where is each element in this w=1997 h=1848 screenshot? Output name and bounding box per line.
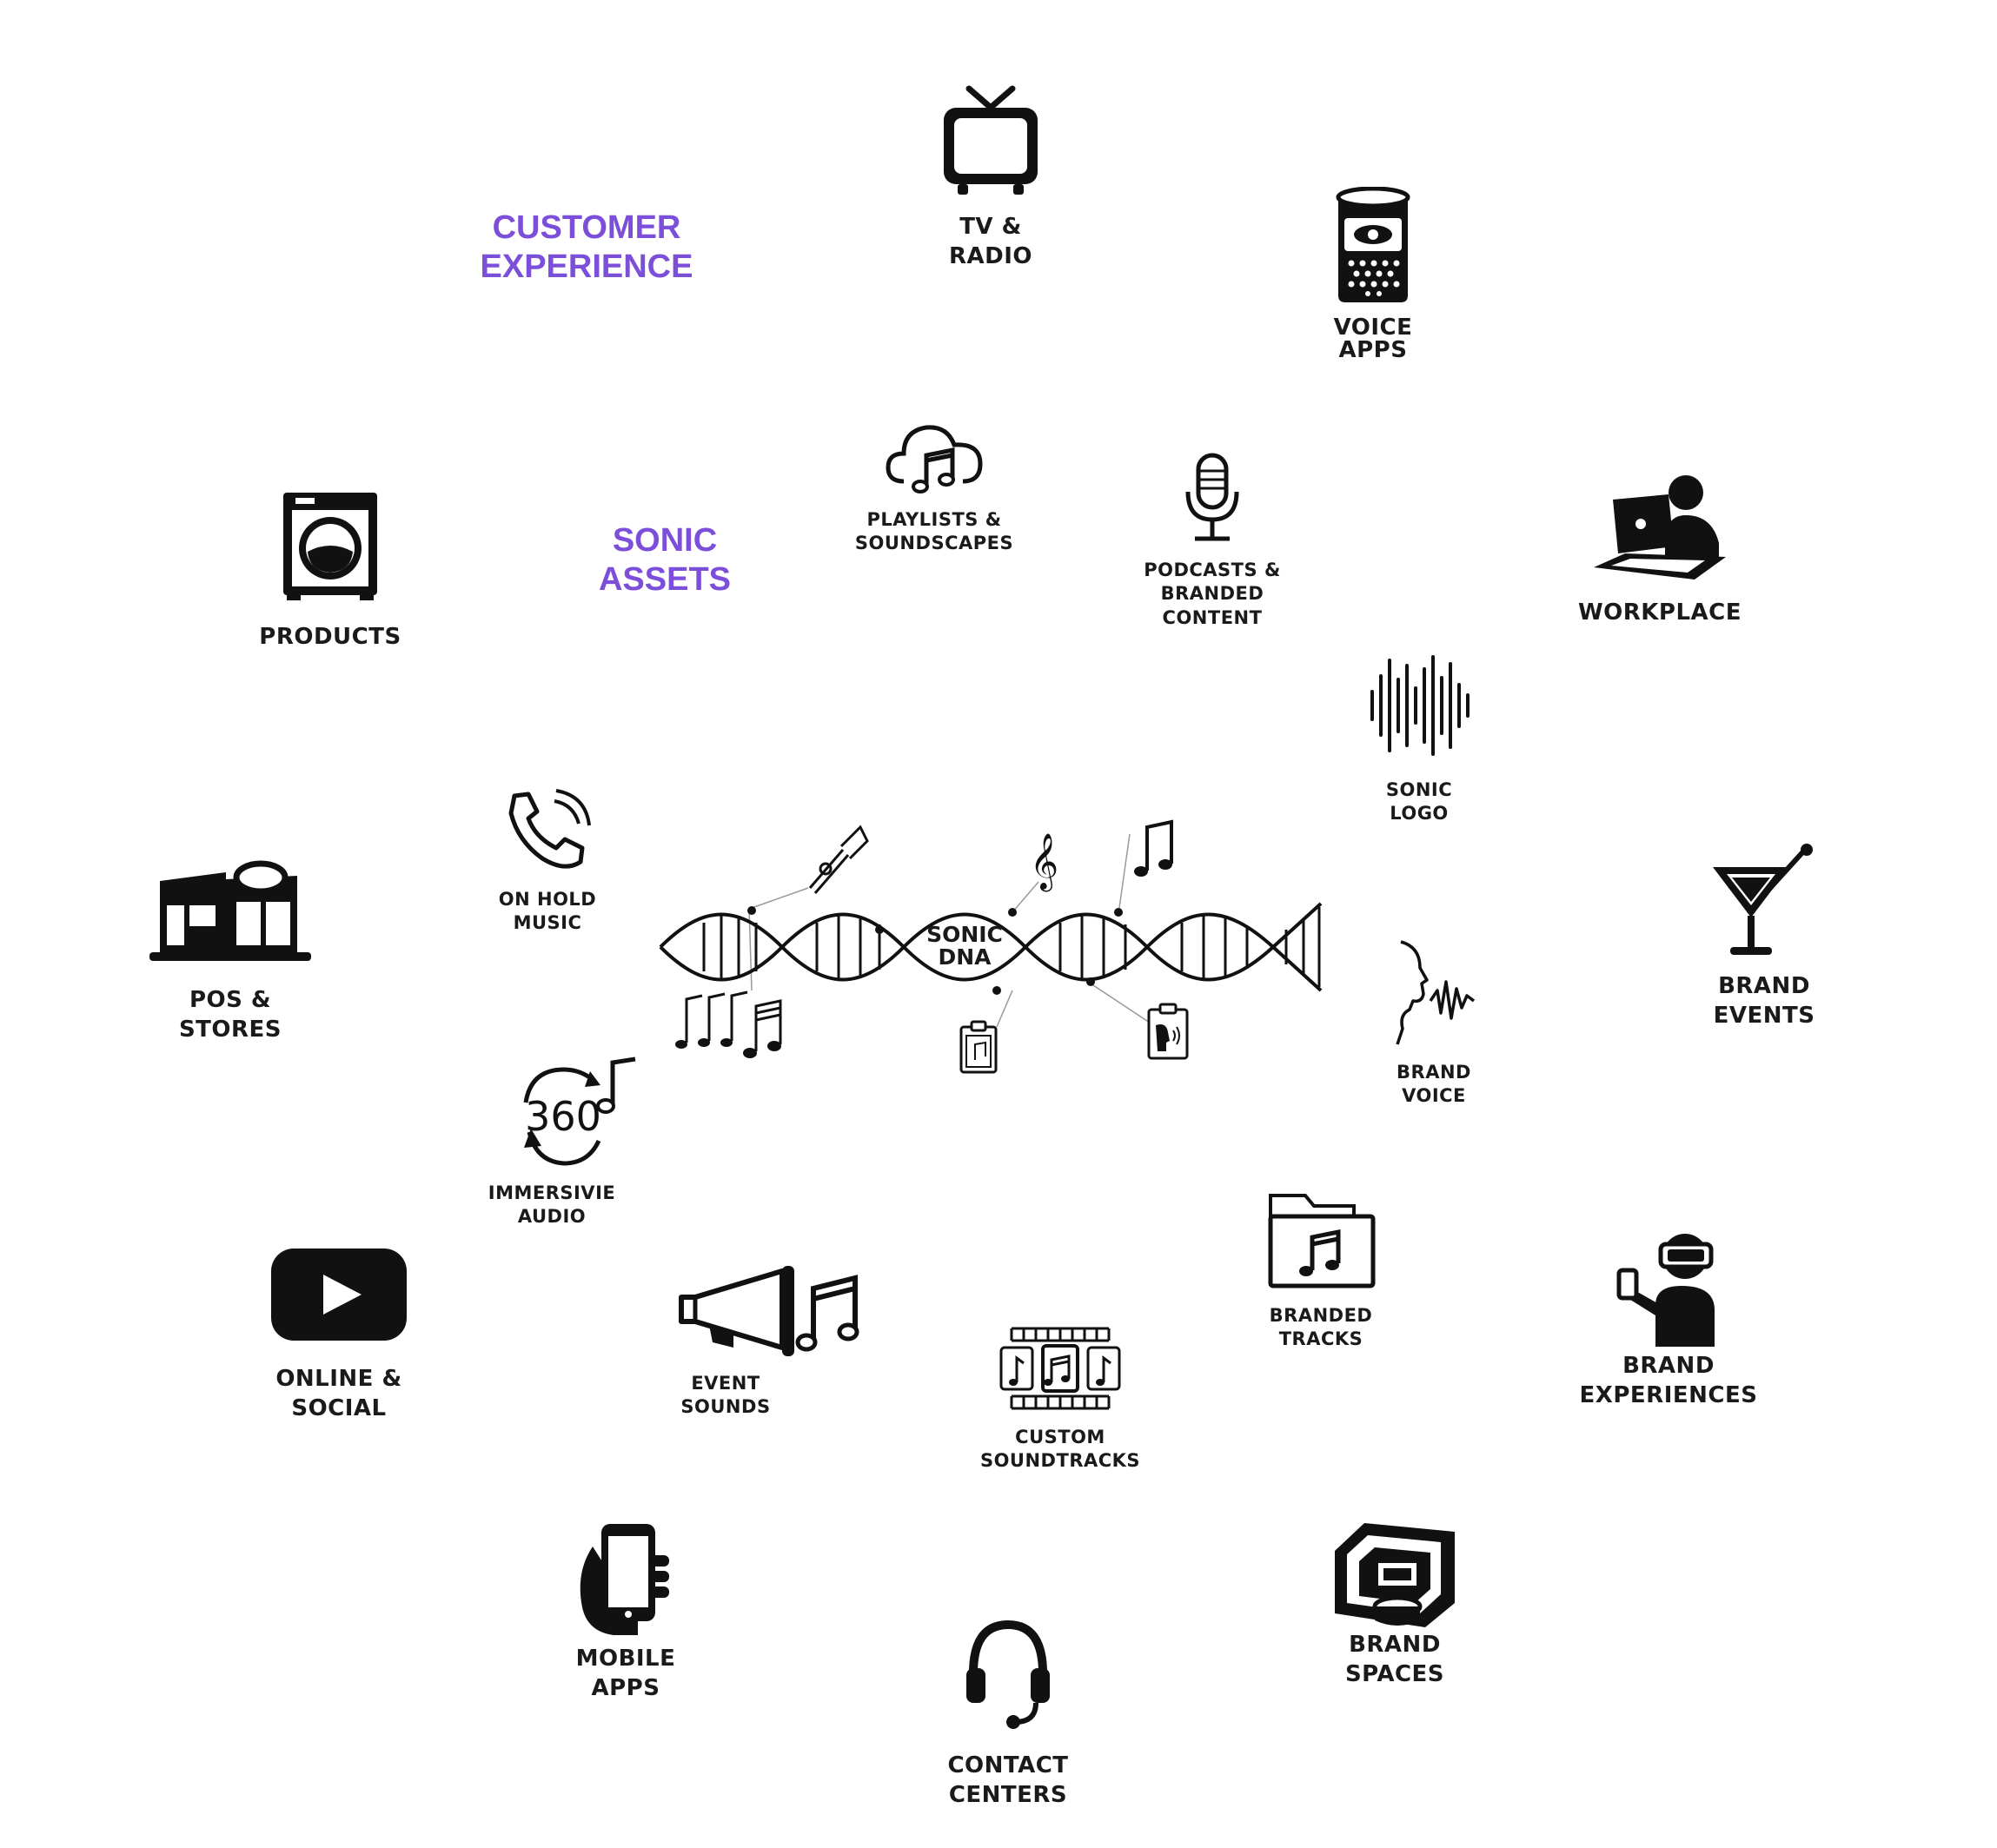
voice-apps: VOICE APPS <box>1295 187 1451 361</box>
vr-headset-icon <box>1616 1234 1715 1347</box>
tv-icon <box>944 85 1038 195</box>
immersive-audio-label: IMMERSIVIE AUDIO <box>488 1182 616 1228</box>
playlists-soundscapes: PLAYLISTS & SOUNDSCAPES <box>834 415 1034 556</box>
mobile-apps: MOBILE APPS <box>539 1520 713 1704</box>
trumpet-icon <box>808 825 869 894</box>
phone-icon <box>508 789 591 869</box>
sonic-logo-label: SONIC LOGO <box>1385 779 1453 825</box>
sonic-dna-label-2: DNA <box>938 944 992 970</box>
section-sonic-assets: SONIC ASSETS <box>598 522 732 598</box>
custom-soundtracks: CUSTOM SOUNDTRACKS <box>960 1325 1160 1474</box>
cocktail-icon <box>1713 844 1813 955</box>
brand-voice: BRAND VOICE <box>1347 938 1521 1109</box>
brand-events-label: BRAND EVENTS <box>1713 973 1815 1029</box>
on-hold-music: ON HOLD MUSIC <box>461 789 634 936</box>
booth-icon <box>1335 1523 1455 1627</box>
products: PRODUCTS <box>243 491 417 652</box>
clipboard-music-icon <box>959 1020 998 1074</box>
clipboard-voice-icon <box>1147 1003 1189 1060</box>
podcasts-branded-content: PODCASTS & BRANDED CONTENT <box>1117 452 1308 630</box>
laptop-user-icon <box>1594 475 1726 580</box>
workplace: WORKPLACE <box>1573 474 1747 628</box>
washing-machine-icon <box>283 493 377 600</box>
brand-experiences: BRAND EXPERIENCES <box>1564 1225 1773 1411</box>
immersive-audio: 360 IMMERSIVIE AUDIO <box>487 1056 660 1229</box>
contact-centers-label: CONTACT CENTERS <box>947 1752 1069 1808</box>
store-icon <box>149 860 311 961</box>
treble-clef-icon: 𝄞 <box>1030 833 1058 891</box>
tv-radio: TV & RADIO <box>904 83 1078 272</box>
music-note-icon <box>1134 819 1173 877</box>
tv-radio-label: TV & RADIO <box>948 214 1032 269</box>
smart-speaker-icon <box>1336 187 1410 302</box>
playlists-soundscapes-label: PLAYLISTS & SOUNDSCAPES <box>854 509 1014 554</box>
mobile-apps-label: MOBILE APPS <box>575 1646 676 1701</box>
headset-icon <box>966 1619 1050 1729</box>
brand-voice-label: BRAND VOICE <box>1397 1062 1471 1107</box>
speaking-head-icon <box>1396 940 1476 1045</box>
brand-spaces: BRAND SPACES <box>1312 1516 1477 1690</box>
contact-centers: CONTACT CENTERS <box>921 1616 1095 1811</box>
products-label: PRODUCTS <box>259 624 401 650</box>
microphone-icon <box>1185 453 1239 541</box>
sonic-dna-helix: SONIC DNA 𝄞 <box>659 819 1323 1074</box>
online-social-label: ONLINE & SOCIAL <box>275 1366 402 1421</box>
brand-events: BRAND EVENTS <box>1686 843 1842 1031</box>
megaphone-icon <box>679 1266 859 1356</box>
brand-spaces-label: BRAND SPACES <box>1344 1632 1445 1687</box>
section-customer-experience: CUSTOMER EXPERIENCE <box>480 209 693 285</box>
sonic-dna-label-1: SONIC <box>926 922 1003 947</box>
immersive-badge: 360 <box>525 1093 601 1140</box>
pos-stores-label: POS & STORES <box>178 987 282 1043</box>
event-sounds: EVENT SOUNDS <box>678 1264 860 1420</box>
sonic-logo: SONIC LOGO <box>1332 653 1506 826</box>
mobile-phone-icon <box>580 1524 669 1635</box>
online-social: ONLINE & SOCIAL <box>252 1247 426 1424</box>
film-strip-icon <box>999 1327 1120 1410</box>
workplace-label: WORKPLACE <box>1577 599 1742 626</box>
sound-wave-icon <box>1370 655 1470 756</box>
on-hold-music-label: ON HOLD MUSIC <box>498 889 597 934</box>
voice-apps-label: VOICE APPS <box>1333 315 1413 363</box>
music-folder-icon <box>1268 1194 1375 1288</box>
podcasts-branded-content-label: PODCASTS & BRANDED CONTENT <box>1144 560 1281 628</box>
cloud-music-icon <box>885 425 983 493</box>
sheet-music-notes-icon <box>685 990 782 1051</box>
rotate-360-icon: 360 <box>523 1056 636 1166</box>
custom-soundtracks-label: CUSTOM SOUNDTRACKS <box>979 1427 1141 1472</box>
event-sounds-label: EVENT SOUNDS <box>680 1373 771 1418</box>
branded-tracks-label: BRANDED TRACKS <box>1269 1305 1373 1350</box>
video-play-icon <box>271 1249 407 1341</box>
pos-stores: POS & STORES <box>143 860 317 1045</box>
branded-tracks: BRANDED TRACKS <box>1234 1190 1408 1352</box>
brand-experiences-label: BRAND EXPERIENCES <box>1579 1353 1758 1408</box>
